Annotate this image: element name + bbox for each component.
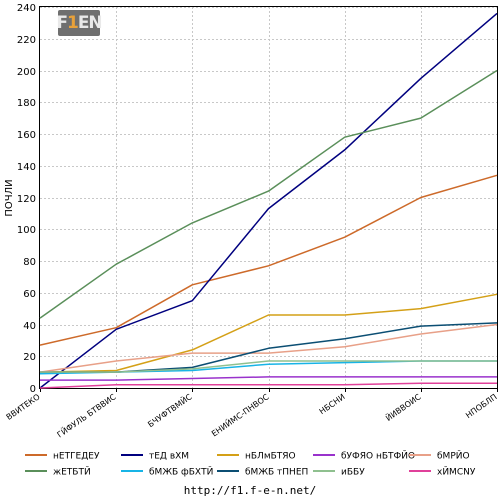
- series-line-4: [40, 376, 497, 381]
- legend-item: хЙМСNУ: [409, 466, 476, 478]
- x-tick-label: ЙИВВОИС: [383, 390, 423, 423]
- x-tick-label: БЧУФТВМЙС: [145, 390, 194, 429]
- legend-item: нЕТГЕДЕУ: [25, 452, 100, 462]
- y-tick-label: 160: [17, 130, 36, 141]
- series-lines: [39, 12, 498, 389]
- x-tick-label: НПОБЛП: [464, 392, 499, 420]
- legend-label: бМРЙО: [437, 450, 470, 462]
- legend-item: тЕД вХМ: [121, 452, 189, 462]
- y-tick-label: 20: [23, 352, 36, 363]
- legend-label: нБЛмБТЯО: [245, 452, 296, 462]
- logo-part2: EN: [77, 13, 103, 33]
- x-axis-ticks: ВВИТЕКО ГЙФУЛЬ БТВВИС БЧУФТВМЙС ЕНИЙМС-ПНВО…: [5, 388, 499, 440]
- legend-item: бМЖБ фБХТЙ: [121, 466, 213, 478]
- series-line-5: [39, 323, 498, 373]
- series-line-9: [40, 360, 497, 373]
- legend-item: бМЖБ тПНЕП: [217, 468, 308, 478]
- y-tick-label: 60: [23, 289, 36, 300]
- plot-frame: [39, 6, 498, 389]
- logo-accent: 1: [66, 13, 79, 33]
- legend-label: иББУ: [341, 468, 365, 478]
- legend: нЕТГЕДЕУ тЕД вХМ нБЛмБТЯО бУФЯО нБТФЙО бМРЙО…: [25, 450, 476, 478]
- x-tick-label: ВВИТЕКО: [5, 392, 42, 422]
- legend-item: иББУ: [313, 468, 365, 478]
- series-line-6: [39, 69, 498, 319]
- logo: F1EN: [56, 10, 103, 36]
- logo-text: F1EN: [56, 13, 103, 33]
- y-tick-label: 240: [17, 3, 36, 14]
- y-tick-label: 40: [23, 321, 36, 332]
- y-tick-label: 120: [17, 194, 36, 205]
- legend-label: бУФЯО нБТФЙО: [341, 450, 415, 462]
- y-tick-label: 180: [17, 98, 36, 109]
- legend-item: бУФЯО нБТФЙО: [313, 450, 415, 462]
- y-tick-label: 100: [17, 225, 36, 236]
- series-line-3: [39, 293, 498, 373]
- series-line-2: [39, 12, 498, 389]
- y-axis-ticks: 0 20 40 60 80 100 120 140 160 180 200 220 240: [17, 3, 36, 395]
- y-tick-label: 0: [30, 384, 36, 395]
- legend-label: жЕТБТЙ: [53, 466, 91, 478]
- legend-item: нБЛмБТЯО: [217, 452, 296, 462]
- legend-item: жЕТБТЙ: [25, 466, 91, 478]
- x-tick-label: ГЙФУЛЬ БТВВИС: [54, 390, 118, 439]
- source-url[interactable]: http://f1.f-e-n.net/: [184, 484, 316, 497]
- y-axis-label: ПОЧЛИ: [4, 179, 15, 216]
- legend-label: нЕТГЕДЕУ: [53, 452, 100, 462]
- y-tick-label: 140: [17, 162, 36, 173]
- legend-label: бМЖБ тПНЕП: [245, 468, 308, 478]
- y-tick-label: 200: [17, 67, 36, 78]
- y-tick-label: 80: [23, 257, 36, 268]
- legend-label: бМЖБ фБХТЙ: [149, 466, 213, 478]
- grid-lines: [40, 7, 497, 389]
- x-tick-label: ЕНИЙМС-ПНВОС: [209, 390, 271, 438]
- legend-label: хЙМСNУ: [437, 466, 476, 478]
- y-tick-label: 220: [17, 35, 36, 46]
- series-line-10: [39, 382, 497, 389]
- logo-part1: F: [56, 13, 68, 33]
- legend-item: бМРЙО: [409, 450, 470, 462]
- series-line-1: [39, 174, 498, 346]
- x-tick-label: НБСНИ: [318, 392, 347, 416]
- legend-label: тЕД вХМ: [149, 452, 189, 462]
